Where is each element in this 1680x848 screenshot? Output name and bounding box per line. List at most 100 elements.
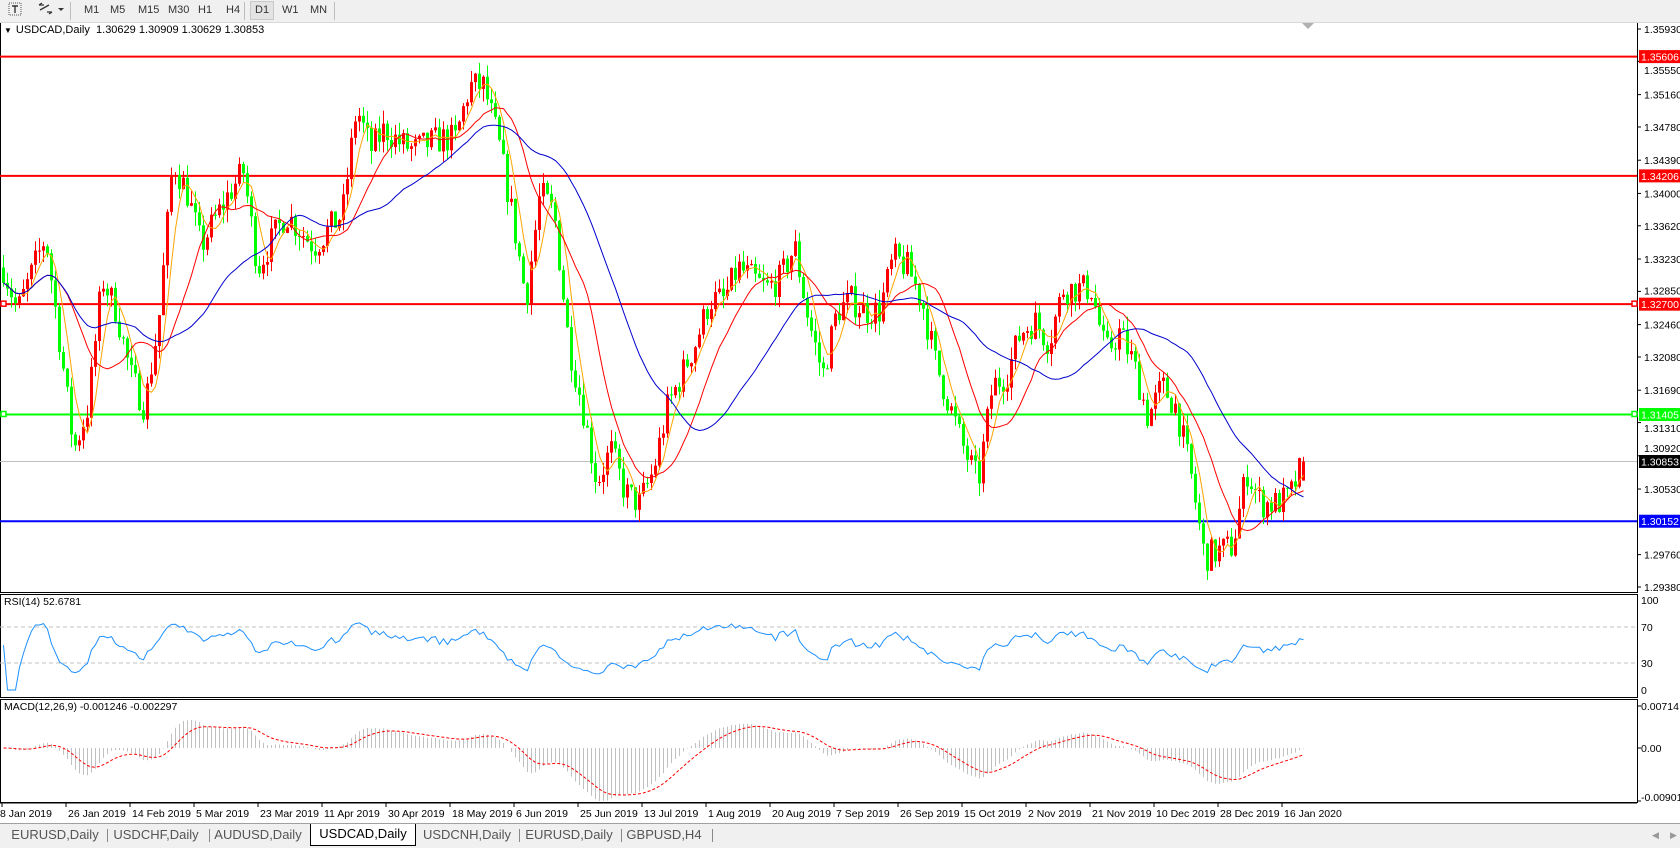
- candle-body: [54, 280, 57, 307]
- candle-body: [850, 286, 853, 293]
- timeframe-m15-button[interactable]: M15: [138, 4, 160, 16]
- collapse-triangle-icon[interactable]: ▼: [4, 26, 12, 35]
- candle-body: [46, 246, 49, 254]
- toolbar-separator: [70, 2, 71, 20]
- timeframe-w1-button[interactable]: W1: [282, 4, 299, 16]
- macd-panel-frame: [0, 699, 1638, 803]
- candle-body: [1194, 473, 1197, 503]
- candle-body: [1158, 381, 1161, 393]
- candle-body: [74, 434, 77, 446]
- tab-separator: [107, 829, 108, 842]
- candle-body: [1290, 481, 1293, 489]
- timeframe-m1-button[interactable]: M1: [84, 4, 100, 16]
- candle-body: [858, 313, 861, 318]
- candle-body: [1034, 312, 1037, 339]
- candle-body: [1114, 348, 1117, 350]
- candle-body: [66, 368, 69, 387]
- level-handle-icon: [0, 410, 7, 418]
- candle-body: [598, 482, 601, 484]
- candle-body: [358, 115, 361, 122]
- line-objects-icon[interactable]: [32, 2, 70, 19]
- candle-body: [230, 192, 233, 199]
- chart-tab[interactable]: USDCNH,Daily: [422, 827, 512, 842]
- candle-body: [410, 146, 413, 149]
- candle-body: [686, 359, 689, 367]
- candle-body: [362, 115, 365, 123]
- candle-body: [1070, 284, 1073, 304]
- chart-symbol-title: USDCAD,Daily: [15, 24, 90, 36]
- candle-body: [162, 265, 165, 316]
- candle-body: [1178, 403, 1181, 437]
- candle-body: [434, 127, 437, 131]
- chart-tab[interactable]: USDCHF,Daily: [113, 827, 199, 842]
- timeframe-h1-button[interactable]: H1: [198, 4, 213, 16]
- timeframe-m30-button[interactable]: M30: [168, 4, 190, 16]
- candle-body: [1154, 392, 1157, 409]
- text-label-icon[interactable]: [4, 2, 26, 19]
- candle-body: [346, 179, 349, 195]
- candle-body: [1210, 539, 1213, 571]
- candle-body: [574, 370, 577, 388]
- candle-body: [502, 139, 505, 154]
- candle-body: [534, 229, 537, 262]
- rsi-line: [3, 622, 1304, 691]
- candle-body: [966, 445, 969, 460]
- candle-body: [458, 121, 461, 131]
- candle-body: [1150, 408, 1153, 426]
- date-tick-label: 7 Sep 2019: [836, 808, 890, 820]
- candle-body: [802, 277, 805, 298]
- chart-tab[interactable]: EURUSD,Daily: [11, 827, 99, 842]
- candle-body: [658, 437, 661, 466]
- level-price-tag: [1639, 514, 1680, 528]
- chart-tab[interactable]: AUDUSD,Daily: [214, 827, 302, 842]
- candle-body: [622, 468, 625, 498]
- candle-body: [586, 425, 589, 428]
- candle-body: [954, 406, 957, 417]
- candle-body: [1282, 487, 1285, 513]
- candle-body: [1102, 324, 1105, 331]
- candle-body: [834, 313, 837, 327]
- chart-tab[interactable]: USDCAD,Daily: [310, 824, 416, 846]
- candle-body: [782, 258, 785, 265]
- candle-body: [1230, 536, 1233, 556]
- candle-body: [1186, 425, 1189, 445]
- candle-body: [350, 137, 353, 180]
- timeframe-m5-button[interactable]: M5: [110, 4, 126, 16]
- price-tick-label: 1.33230: [1644, 254, 1680, 266]
- level-price-tag: [1639, 407, 1680, 421]
- candle-body: [1002, 386, 1005, 392]
- timeframe-mn-button[interactable]: MN: [310, 4, 328, 16]
- candle-body: [398, 134, 401, 145]
- candle-body: [1254, 489, 1257, 491]
- candle-body: [94, 341, 97, 367]
- date-tick-label: 2 Nov 2019: [1028, 808, 1082, 820]
- candle-body: [646, 482, 649, 484]
- candle-body: [50, 253, 53, 281]
- timeframe-h4-button[interactable]: H4: [226, 4, 241, 16]
- candle-body: [1110, 337, 1113, 349]
- chart-tab[interactable]: EURUSD,Daily: [525, 827, 613, 842]
- rsi-scale-label: 70: [1641, 622, 1653, 634]
- candle-body: [998, 377, 1001, 387]
- candle-body: [506, 153, 509, 202]
- scroll-left-icon[interactable]: ◀: [1652, 830, 1659, 840]
- level-price-label: 1.35606: [1641, 52, 1679, 64]
- candle-body: [374, 128, 377, 151]
- candle-body: [262, 264, 265, 274]
- chart-tab[interactable]: GBPUSD,H4: [626, 827, 702, 842]
- candle-body: [1090, 297, 1093, 300]
- candle-body: [798, 241, 801, 278]
- chart-toolbar: M1 M5 M15 M30 H1 H4 D1 W1 MN: [0, 0, 1680, 23]
- candle-body: [1298, 458, 1301, 487]
- candle-body: [178, 174, 181, 190]
- candle-body: [842, 302, 845, 321]
- candle-body: [554, 202, 557, 221]
- rsi-panel-frame: [0, 594, 1638, 698]
- timeframe-d1-button[interactable]: D1: [250, 1, 275, 20]
- candle-body: [986, 408, 989, 442]
- candle-body: [442, 129, 445, 152]
- scroll-right-icon[interactable]: ▶: [1670, 830, 1677, 840]
- candle-body: [898, 243, 901, 257]
- date-tick-label: 14 Feb 2019: [132, 808, 191, 820]
